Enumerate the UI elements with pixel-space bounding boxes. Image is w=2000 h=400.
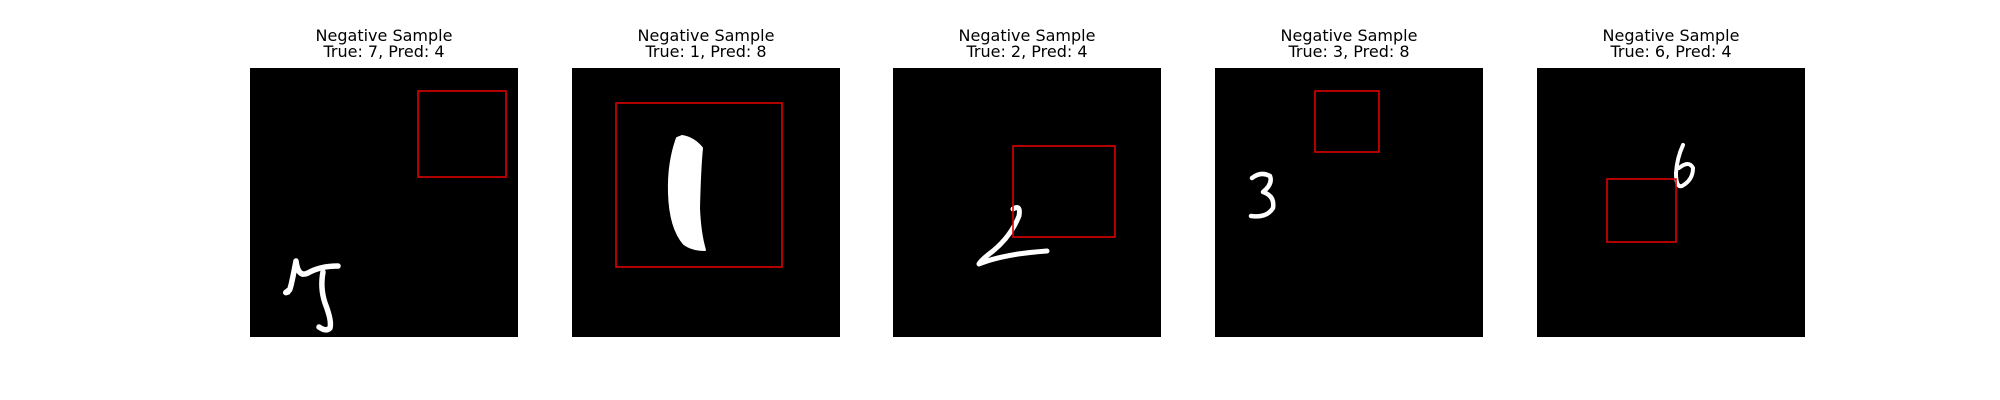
panel-title: Negative Sample True: 1, Pred: 8 <box>572 28 840 60</box>
panel-heading: Negative Sample <box>1280 26 1418 45</box>
panel-heading: Negative Sample <box>637 26 775 45</box>
panel-heading: Negative Sample <box>1602 26 1740 45</box>
sample-panel-4: Negative Sample True: 3, Pred: 8 <box>1215 0 1483 400</box>
digit-canvas <box>1606 143 1695 243</box>
panel-title: Negative Sample True: 2, Pred: 4 <box>893 28 1161 60</box>
prediction-box <box>1012 145 1116 238</box>
panel-label-info: True: 3, Pred: 8 <box>1288 42 1410 61</box>
panel-title: Negative Sample True: 3, Pred: 8 <box>1215 28 1483 60</box>
digit-stroke <box>1248 171 1276 219</box>
prediction-box <box>1606 178 1677 243</box>
digit-image <box>1537 68 1805 337</box>
digit-stroke <box>283 258 341 333</box>
prediction-box <box>417 90 507 178</box>
panel-label-info: True: 6, Pred: 4 <box>1610 42 1732 61</box>
digit-canvas <box>283 90 507 333</box>
panel-label-info: True: 1, Pred: 8 <box>645 42 767 61</box>
sample-panel-3: Negative Sample True: 2, Pred: 4 <box>893 0 1161 400</box>
digit-image <box>250 68 518 337</box>
digit-image <box>1215 68 1483 337</box>
digit-stroke <box>976 205 1050 267</box>
digit-stroke <box>667 135 706 251</box>
panel-heading: Negative Sample <box>958 26 1096 45</box>
sample-panel-5: Negative Sample True: 6, Pred: 4 <box>1537 0 1805 400</box>
digit-image <box>893 68 1161 337</box>
digit-canvas <box>615 102 783 268</box>
digit-image <box>572 68 840 337</box>
digit-canvas <box>976 145 1116 267</box>
panel-heading: Negative Sample <box>315 26 453 45</box>
prediction-box <box>1314 90 1380 153</box>
panel-label-info: True: 2, Pred: 4 <box>966 42 1088 61</box>
panel-title: Negative Sample True: 7, Pred: 4 <box>250 28 518 60</box>
sample-panel-1: Negative Sample True: 7, Pred: 4 <box>250 0 518 400</box>
panel-title: Negative Sample True: 6, Pred: 4 <box>1537 28 1805 60</box>
digit-canvas <box>1248 90 1380 219</box>
sample-panel-2: Negative Sample True: 1, Pred: 8 <box>572 0 840 400</box>
panel-label-info: True: 7, Pred: 4 <box>323 42 445 61</box>
digit-stroke <box>1674 143 1695 189</box>
prediction-box <box>615 102 783 268</box>
